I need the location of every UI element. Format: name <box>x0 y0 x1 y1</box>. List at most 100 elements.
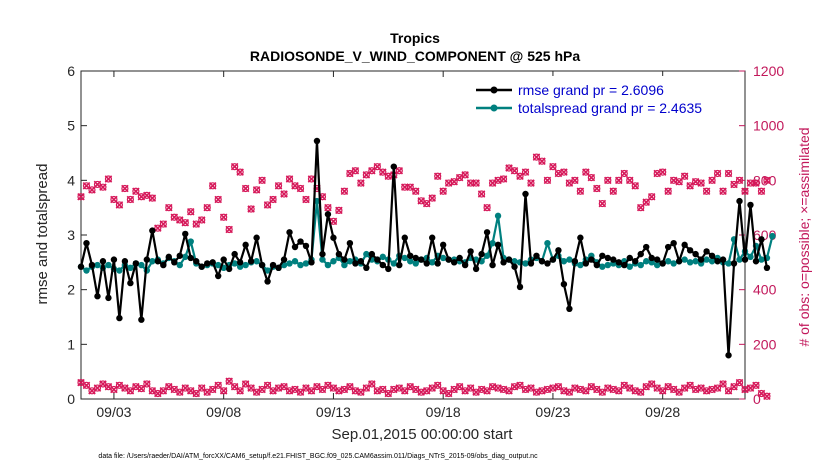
rmse-point <box>407 252 414 259</box>
rmse-point <box>483 229 491 236</box>
obs_assimilated-possible-marker <box>362 384 370 392</box>
obs_assimilated-assimilated-marker <box>724 387 733 395</box>
obs_possible-possible-marker <box>99 183 107 191</box>
obs_possible-possible-marker <box>335 206 343 214</box>
obs_assimilated-possible-marker <box>318 385 327 394</box>
obs_possible-assimilated-marker <box>587 173 596 182</box>
obs_assimilated-possible-marker <box>110 385 118 394</box>
rmse-point <box>297 238 304 245</box>
rmse-point <box>758 236 765 243</box>
obs_possible-assimilated-marker <box>82 182 91 190</box>
rmse-point <box>368 250 376 258</box>
rmse-point <box>478 250 485 258</box>
rmse-point <box>308 259 315 266</box>
rmse-point <box>242 241 249 249</box>
obs_possible-possible-marker <box>538 157 546 165</box>
rmse-point <box>445 256 452 263</box>
data-file-footnote: data file: /Users/raeder/DAI/ATM_forcXX/… <box>98 453 538 460</box>
obs_possible-assimilated-marker <box>560 168 568 176</box>
obs_assimilated-possible-marker <box>82 381 91 389</box>
obs_possible-assimilated-marker <box>219 213 228 221</box>
rmse-point <box>681 241 688 249</box>
obs_possible-possible-marker <box>214 195 222 204</box>
obs_possible-assimilated-marker <box>450 177 458 186</box>
rmse-point <box>269 261 277 269</box>
obs_assimilated-assimilated-marker <box>719 380 727 388</box>
rmse-point <box>555 247 562 254</box>
obs_possible-assimilated-marker <box>532 153 541 161</box>
rmse-point <box>110 256 118 263</box>
x-tick-label: 09/03 <box>96 404 131 420</box>
totalspread-point <box>116 267 123 274</box>
obs_possible-possible-marker <box>675 178 683 186</box>
obs_assimilated-possible-marker <box>401 387 409 395</box>
obs_possible-possible-marker <box>379 168 387 176</box>
obs_assimilated-possible-marker <box>467 384 475 392</box>
rmse-point <box>604 254 612 262</box>
obs_assimilated-possible-marker <box>357 388 365 396</box>
totalspread-point <box>182 253 189 261</box>
rmse-point <box>566 305 573 312</box>
totalspread-point <box>736 256 743 263</box>
obs_possible-assimilated-marker <box>362 171 371 179</box>
obs_assimilated-assimilated-marker <box>686 381 694 390</box>
obs_possible-assimilated-marker <box>439 187 447 196</box>
obs_possible-assimilated-marker <box>132 187 140 196</box>
obs_possible-possible-marker <box>648 193 656 201</box>
totalspread-point <box>319 256 326 263</box>
obs_assimilated-assimilated-marker <box>516 381 524 390</box>
rmse-point <box>132 260 140 267</box>
obs_assimilated-assimilated-marker <box>258 385 266 394</box>
obs_possible-possible-marker <box>439 187 447 195</box>
rmse-point <box>632 258 639 265</box>
obs_possible-possible-marker <box>263 201 272 209</box>
obs_assimilated-assimilated-marker <box>444 389 453 398</box>
obs_assimilated-possible-marker <box>763 392 771 400</box>
obs_possible-assimilated-marker <box>329 217 338 226</box>
rmse-point <box>708 252 716 259</box>
rmse-point <box>193 258 200 265</box>
obs_assimilated-assimilated-marker <box>208 385 217 394</box>
rmse-point <box>505 256 513 263</box>
obs_assimilated-possible-marker <box>615 387 623 395</box>
obs_assimilated-possible-marker <box>209 385 217 394</box>
obs_possible-assimilated-marker <box>483 203 491 212</box>
rmse-point <box>335 250 343 258</box>
rmse-point <box>176 252 183 259</box>
obs_assimilated-assimilated-marker <box>241 380 250 388</box>
obs_assimilated-assimilated-marker <box>455 382 464 391</box>
rmse-point <box>258 261 266 269</box>
rmse-point <box>88 261 96 269</box>
obs_assimilated-assimilated-marker <box>527 384 535 392</box>
obs_possible-assimilated-marker <box>269 195 277 204</box>
totalspread-point <box>286 260 293 267</box>
obs_assimilated-assimilated-marker <box>615 387 623 395</box>
obs_possible-possible-marker <box>582 168 590 176</box>
obs_possible-assimilated-marker <box>538 157 546 165</box>
obs_assimilated-possible-marker <box>379 385 387 394</box>
obs_assimilated-possible-marker <box>527 384 535 392</box>
obs_assimilated-assimilated-marker <box>263 381 272 390</box>
obs_possible-possible-marker <box>280 190 288 198</box>
obs_assimilated-assimilated-marker <box>582 387 590 395</box>
obs_possible-possible-marker <box>225 225 233 234</box>
obs_assimilated-possible-marker <box>384 389 392 398</box>
obs_possible-assimilated-marker <box>335 206 343 215</box>
obs_possible-assimilated-marker <box>702 187 711 196</box>
y-tick-label-left: 3 <box>67 227 75 243</box>
rmse-point <box>637 250 644 258</box>
obs_assimilated-assimilated-marker <box>752 381 760 390</box>
obs_assimilated-assimilated-marker <box>658 387 667 395</box>
obs_possible-possible-marker <box>637 204 645 212</box>
rmse-point <box>621 261 628 269</box>
rmse-point <box>138 316 145 323</box>
obs_possible-possible-marker <box>527 179 535 187</box>
rmse-point <box>489 261 496 269</box>
rmse-point <box>324 211 332 218</box>
rmse-point <box>390 163 397 170</box>
totalspread-point <box>236 263 244 270</box>
obs_possible-assimilated-marker <box>126 195 135 204</box>
obs_possible-possible-marker <box>159 220 167 228</box>
obs_possible-possible-marker <box>115 201 124 209</box>
totalspread-point <box>214 261 222 269</box>
